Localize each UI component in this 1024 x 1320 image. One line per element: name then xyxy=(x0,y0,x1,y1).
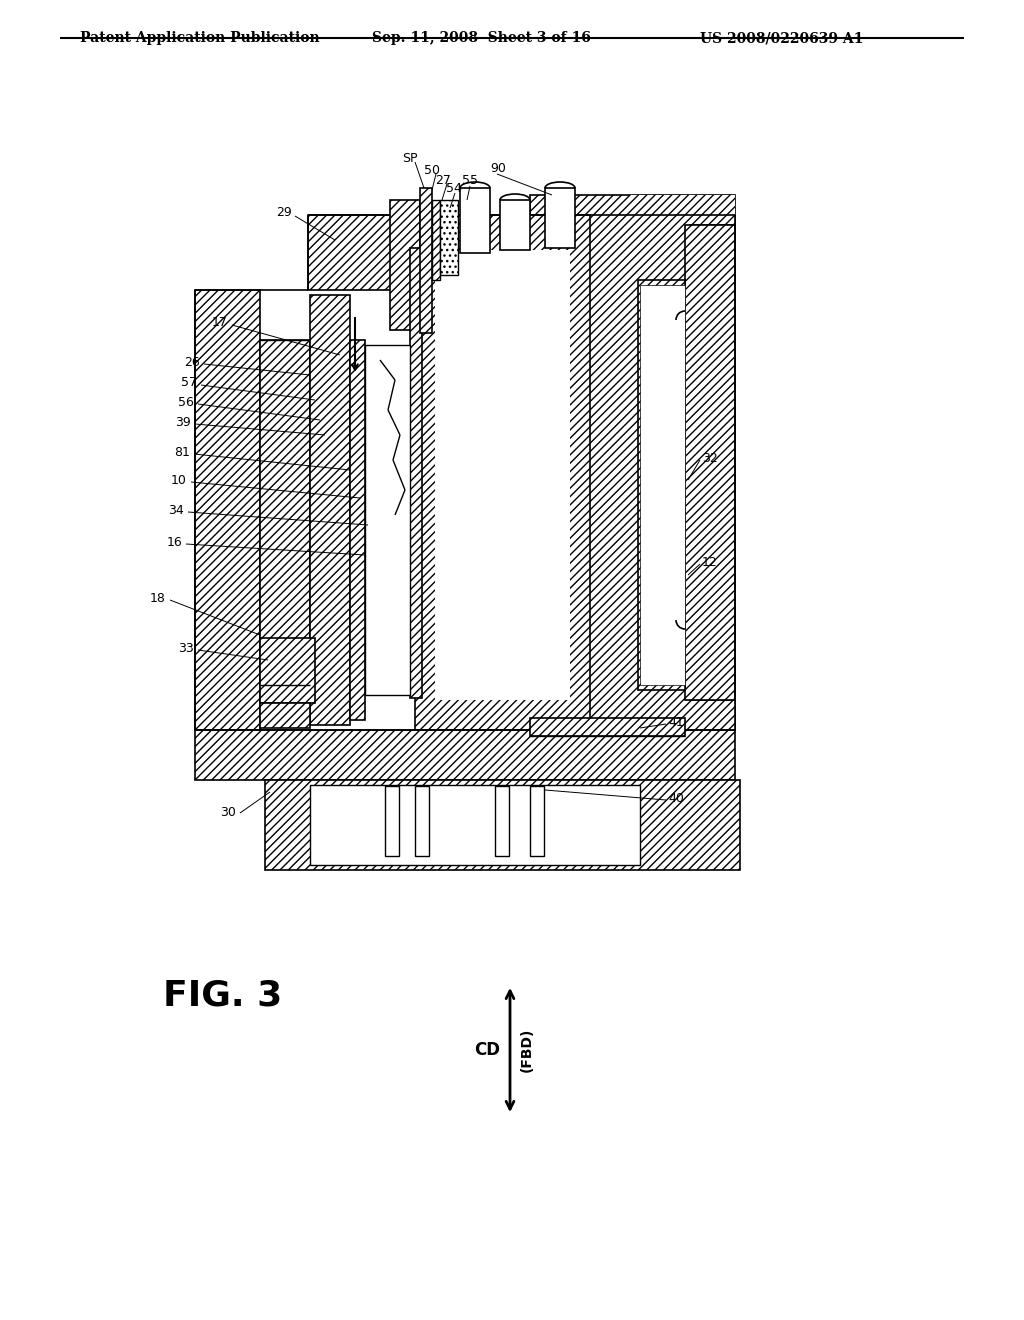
Bar xyxy=(460,187,490,253)
Bar xyxy=(310,294,350,725)
Text: 32: 32 xyxy=(702,451,718,465)
Text: (FBD): (FBD) xyxy=(520,1028,534,1072)
Text: 17: 17 xyxy=(212,315,228,329)
Text: 33: 33 xyxy=(178,642,194,655)
Text: 18: 18 xyxy=(151,591,166,605)
Text: 16: 16 xyxy=(166,536,182,549)
Text: 29: 29 xyxy=(276,206,292,219)
Text: FIG. 3: FIG. 3 xyxy=(163,978,283,1012)
Bar xyxy=(685,224,735,700)
Bar xyxy=(195,730,735,780)
Text: 41: 41 xyxy=(668,715,684,729)
Text: CD: CD xyxy=(474,1041,500,1059)
Bar xyxy=(500,201,530,249)
Text: Sep. 11, 2008  Sheet 3 of 16: Sep. 11, 2008 Sheet 3 of 16 xyxy=(372,30,591,45)
Bar xyxy=(435,249,570,700)
Bar xyxy=(530,785,544,855)
Text: 54: 54 xyxy=(446,182,462,195)
Text: 90: 90 xyxy=(490,162,506,176)
Bar xyxy=(260,704,310,729)
Bar xyxy=(495,785,509,855)
Bar xyxy=(265,780,740,870)
Text: 57: 57 xyxy=(181,375,197,388)
Bar xyxy=(530,195,735,730)
Text: 30: 30 xyxy=(220,805,236,818)
Text: 27: 27 xyxy=(435,173,451,186)
Bar xyxy=(308,215,418,290)
Bar xyxy=(432,201,440,280)
Bar xyxy=(310,785,640,865)
Bar xyxy=(350,341,365,719)
Text: SP: SP xyxy=(402,152,418,165)
Bar xyxy=(415,215,590,730)
Text: 81: 81 xyxy=(174,446,190,458)
Text: 39: 39 xyxy=(175,416,191,429)
Bar xyxy=(365,345,410,696)
Bar xyxy=(385,785,399,855)
Bar xyxy=(638,280,685,690)
Text: 10: 10 xyxy=(171,474,187,487)
Bar xyxy=(415,785,429,855)
Text: Patent Application Publication: Patent Application Publication xyxy=(80,30,319,45)
Bar xyxy=(690,224,735,700)
Bar xyxy=(410,248,422,698)
Text: 56: 56 xyxy=(178,396,194,408)
Bar xyxy=(195,290,260,730)
Bar xyxy=(545,187,575,248)
Bar xyxy=(390,201,420,330)
Text: 40: 40 xyxy=(668,792,684,804)
Text: 50: 50 xyxy=(424,164,440,177)
Bar xyxy=(440,201,458,275)
Bar xyxy=(630,195,735,730)
Text: US 2008/0220639 A1: US 2008/0220639 A1 xyxy=(700,30,863,45)
Text: 26: 26 xyxy=(184,355,200,368)
Bar xyxy=(530,718,685,737)
Text: 12: 12 xyxy=(702,556,718,569)
Text: 55: 55 xyxy=(462,174,478,187)
Bar xyxy=(420,187,432,333)
Bar xyxy=(260,341,310,685)
Bar xyxy=(260,638,315,704)
Bar xyxy=(640,285,685,685)
Text: 34: 34 xyxy=(168,503,184,516)
